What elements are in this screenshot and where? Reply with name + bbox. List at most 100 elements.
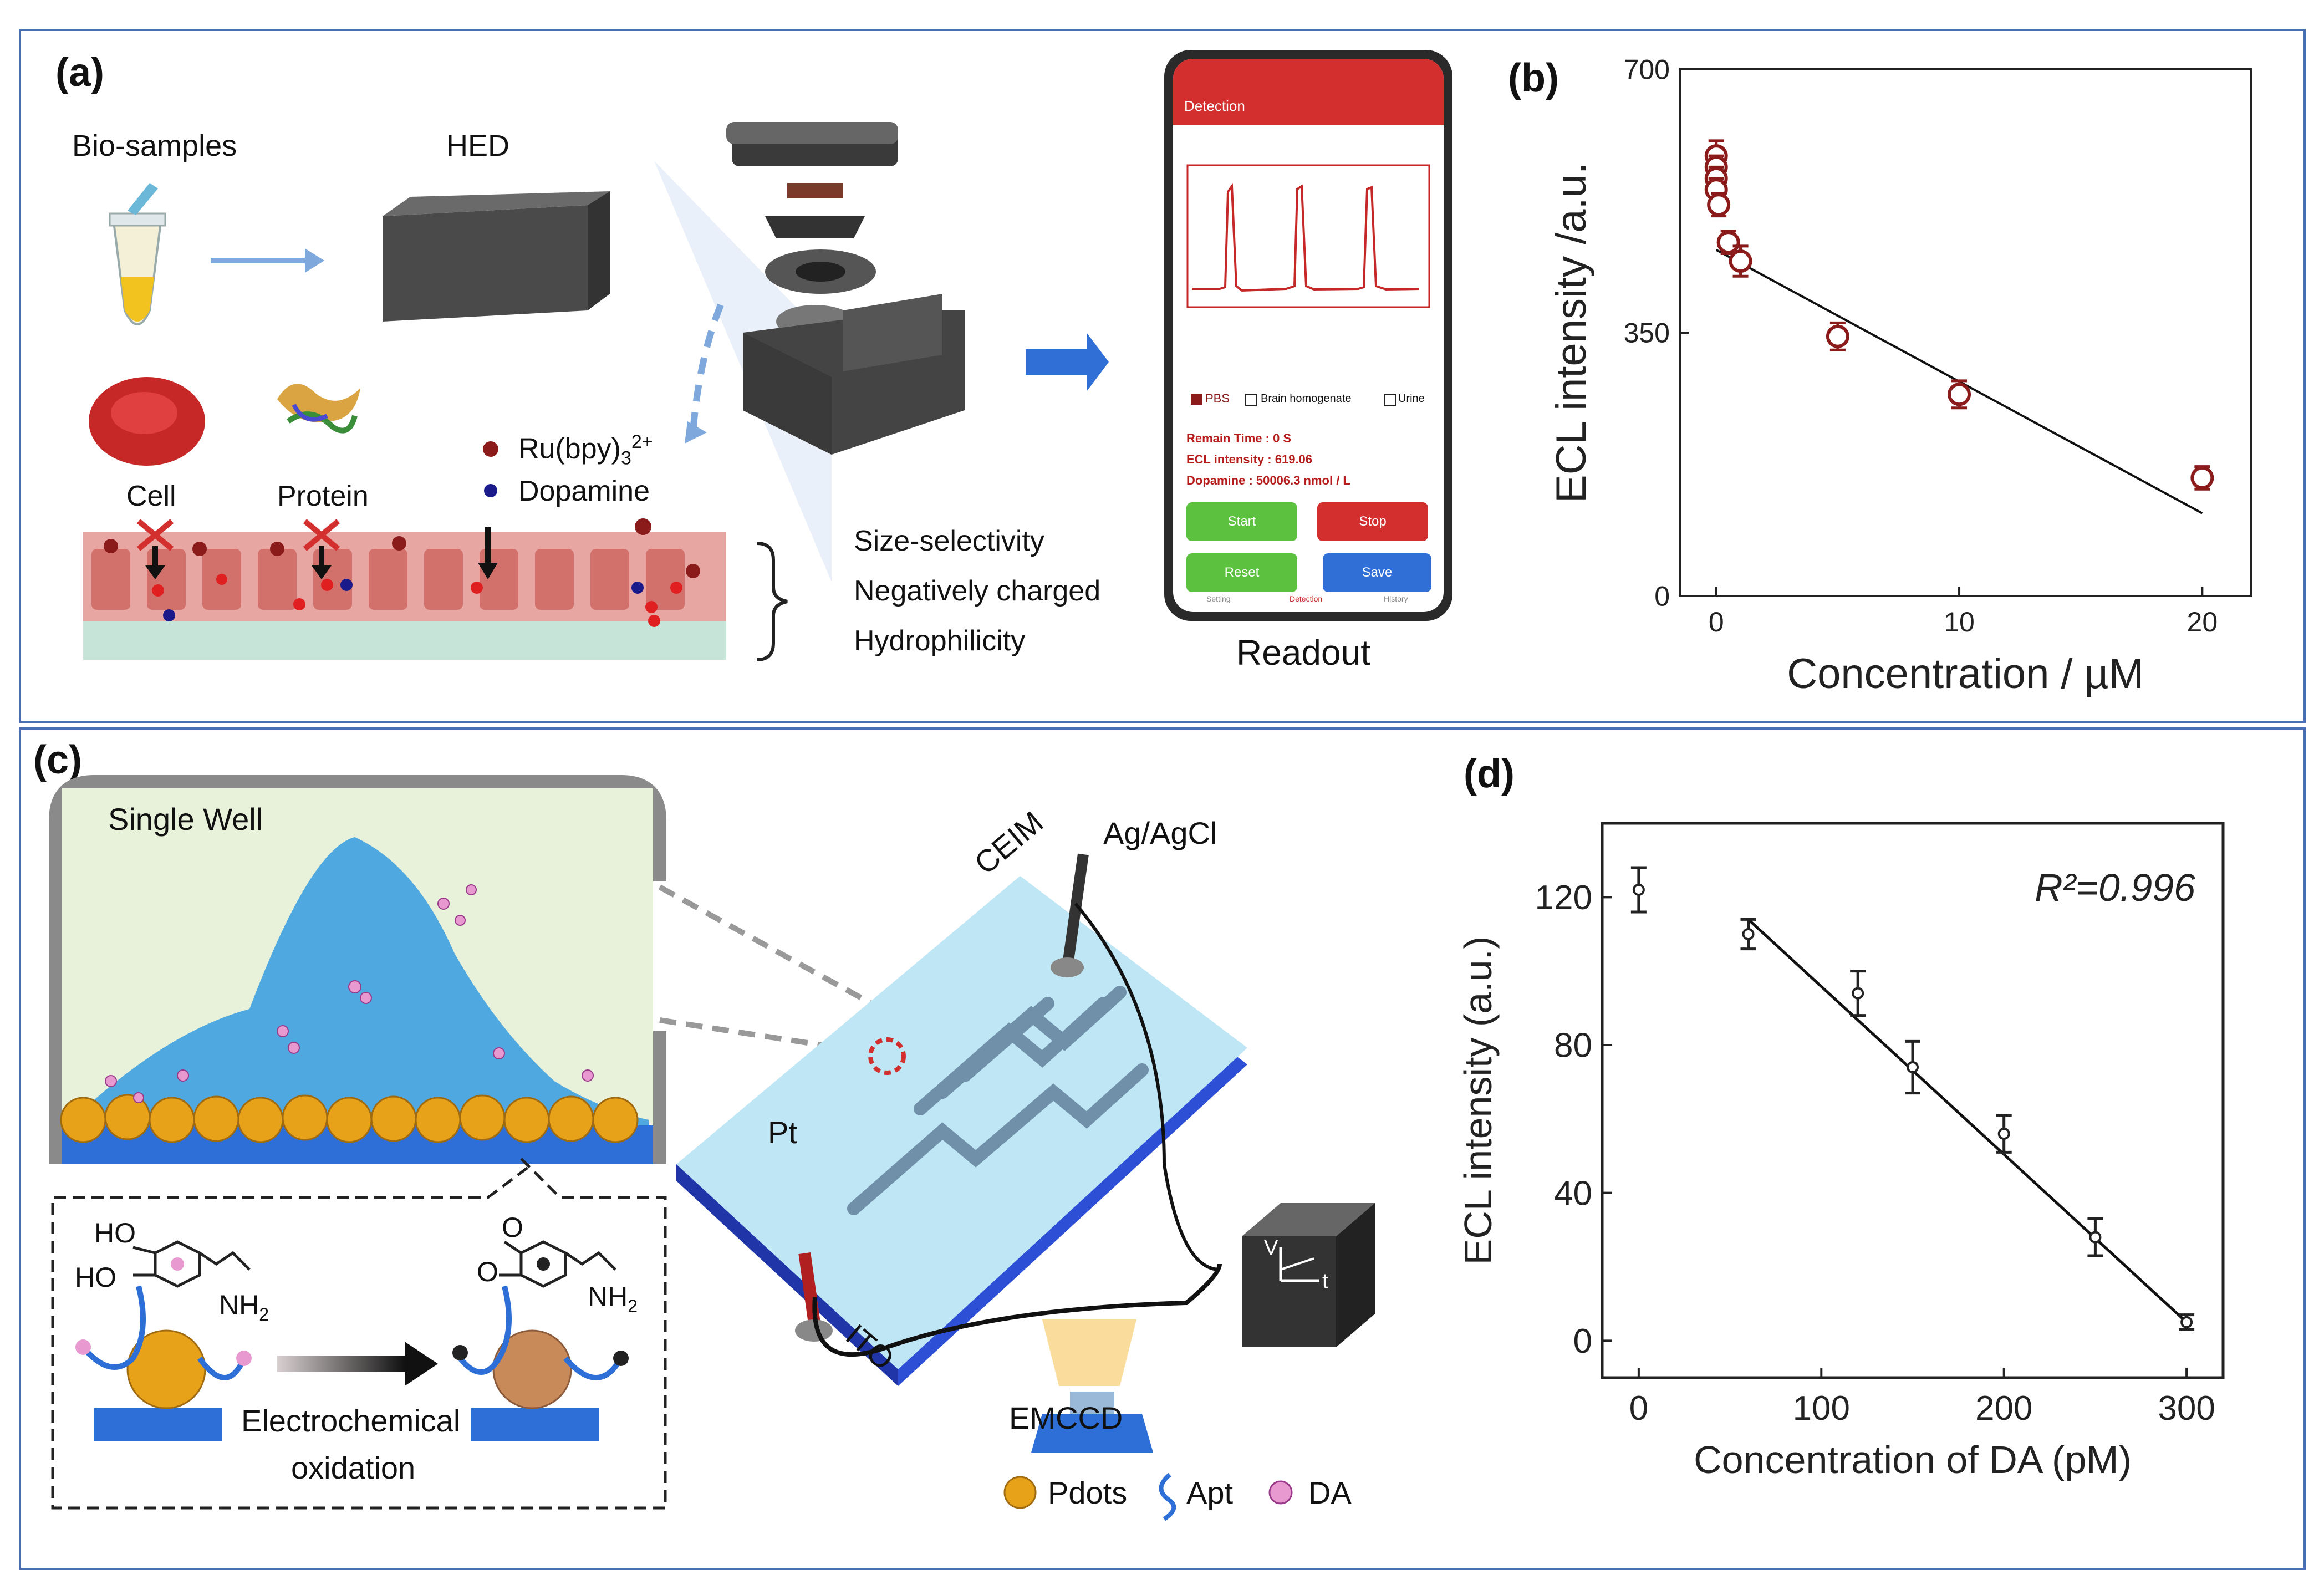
zoom-connector-bottom [659, 1017, 876, 1056]
phone-header: Detection [1173, 59, 1444, 125]
status-dopamine: Dopamine : 50006.3 nmol / L [1186, 473, 1350, 487]
x-axis-label: Concentration of DA (pM) [1694, 1438, 2132, 1481]
nh2-label: NH2 [219, 1289, 269, 1325]
panel-a-label: (a) [55, 50, 104, 95]
data-point [1826, 324, 1849, 348]
y-tick-label: 40 [1554, 1174, 1592, 1212]
x-tick-label: 10 [1944, 607, 1975, 638]
legend-da-label: DA [1308, 1475, 1352, 1510]
data-point [1997, 1128, 2010, 1140]
nh2-text: NH [219, 1290, 259, 1321]
dopamine-dot-icon [484, 484, 497, 497]
status-remain-time: Remain Time : 0 S [1186, 431, 1292, 445]
checkbox-brain[interactable] [1245, 394, 1257, 406]
checkbox-urine[interactable] [1384, 394, 1396, 406]
apt-legend-icon [1159, 1472, 1176, 1521]
cell-icon [89, 377, 205, 466]
nav-setting[interactable]: Setting [1206, 594, 1231, 603]
property-size-selectivity: Size-selectivity [854, 525, 1044, 557]
cell-label: Cell [126, 480, 176, 512]
property-negatively-charged: Negatively charged [854, 575, 1101, 607]
nh2-sub-2: 2 [628, 1296, 638, 1316]
exploded-device-icon [654, 122, 965, 582]
panel-label: (b) [1508, 56, 1559, 100]
fit-line [1747, 918, 2188, 1323]
status-ecl-intensity: ECL intensity : 619.06 [1186, 452, 1313, 466]
sample-tube-icon [109, 183, 166, 325]
molecule-detail-box [51, 1158, 667, 1510]
ho-label-1: HO [94, 1217, 136, 1249]
x-tick-label: 100 [1793, 1389, 1850, 1428]
single-well-label: Single Well [108, 802, 263, 837]
pt-label: Pt [768, 1115, 797, 1150]
data-point [1742, 928, 1755, 940]
data-point [1632, 884, 1645, 896]
ru-dot-icon [483, 441, 498, 457]
data-point [1716, 231, 1740, 254]
chart-b: 0 10 20 0 350 700 Concentration / µM ECL intens… [1508, 54, 2252, 697]
y-axis-label: ECL intensity /a.u. [1548, 162, 1595, 503]
x-tick-label: 20 [2187, 607, 2218, 638]
y-tick-label: 120 [1535, 879, 1592, 917]
phone-frame: Detection PBS Brain homogenate Urine Rem… [1164, 50, 1452, 621]
phone-screen: Detection PBS Brain homogenate Urine Rem… [1173, 59, 1444, 612]
nav-history[interactable]: History [1384, 594, 1408, 603]
chart-d: 0 100 200 300 0 40 80 120 Concentration of DA (p… [1456, 752, 2225, 1481]
data-point [1729, 249, 1752, 273]
checkbox-pbs-label: PBS [1205, 391, 1230, 405]
x-tick-label: 0 [1709, 607, 1724, 638]
checkbox-pbs[interactable] [1191, 394, 1202, 405]
protein-icon [277, 384, 360, 434]
y-tick-label: 0 [1573, 1322, 1592, 1360]
flow-arrow-icon [211, 248, 324, 273]
readout-label: Readout [1236, 633, 1370, 672]
data-point [2190, 466, 2214, 490]
phone-signal-plot [1186, 164, 1430, 308]
nh2-text-2: NH [588, 1281, 628, 1312]
x-tick-label: 200 [1975, 1389, 2032, 1428]
data-point [1852, 987, 1864, 1000]
nav-detection[interactable]: Detection [1290, 594, 1323, 603]
bio-samples-label: Bio-samples [72, 129, 237, 162]
data-point [1948, 383, 1971, 406]
ag-agcl-label: Ag/AgCl [1103, 816, 1217, 850]
nh2-sub: 2 [259, 1304, 269, 1324]
dopamine-legend-label: Dopamine [518, 475, 650, 507]
r-squared-annotation: R²=0.996 [2035, 866, 2195, 909]
protein-label: Protein [277, 480, 369, 512]
legend-apt-label: Apt [1186, 1475, 1234, 1510]
x-tick-label: 0 [1629, 1389, 1648, 1428]
y-tick-label: 350 [1624, 318, 1670, 349]
ru-legend-sub: 3 [620, 447, 631, 469]
panel-c-diagram [49, 775, 1375, 1521]
plot-frame [1601, 822, 2225, 1379]
o-label-2: O [477, 1256, 498, 1287]
ho-label-2: HO [75, 1262, 116, 1293]
start-button[interactable]: Start [1186, 502, 1297, 541]
stop-button[interactable]: Stop [1317, 502, 1428, 541]
data-point [2089, 1231, 2102, 1244]
ru-legend-text: Ru(bpy) [518, 432, 621, 465]
pdots-legend-icon [1003, 1476, 1037, 1509]
property-hydrophilicity: Hydrophilicity [854, 625, 1026, 657]
data-point [1707, 193, 1731, 217]
readout-arrow-icon [1026, 333, 1109, 391]
reset-button[interactable]: Reset [1186, 553, 1297, 592]
da-legend-icon [1268, 1480, 1293, 1505]
phone-header-title: Detection [1184, 98, 1245, 114]
panel-c-label: (c) [33, 738, 82, 782]
hed-label: HED [446, 129, 510, 162]
y-tick-label: 0 [1654, 581, 1670, 612]
x-axis-label: Concentration / µM [1787, 650, 2144, 697]
emccd-label: EMCCD [1009, 1400, 1123, 1435]
ru-legend-sup: 2+ [631, 431, 653, 452]
ceim-chip-icon [676, 853, 1247, 1453]
membrane-icon [83, 518, 788, 661]
y-axis-label: ECL intensity (a.u.) [1456, 936, 1500, 1265]
potentiostat-icon [1242, 1203, 1375, 1347]
y-tick-label: 80 [1554, 1027, 1592, 1065]
legend-pdots-label: Pdots [1048, 1475, 1128, 1510]
data-point [2180, 1316, 2193, 1328]
hed-device-icon [383, 191, 610, 322]
save-button[interactable]: Save [1323, 553, 1431, 592]
